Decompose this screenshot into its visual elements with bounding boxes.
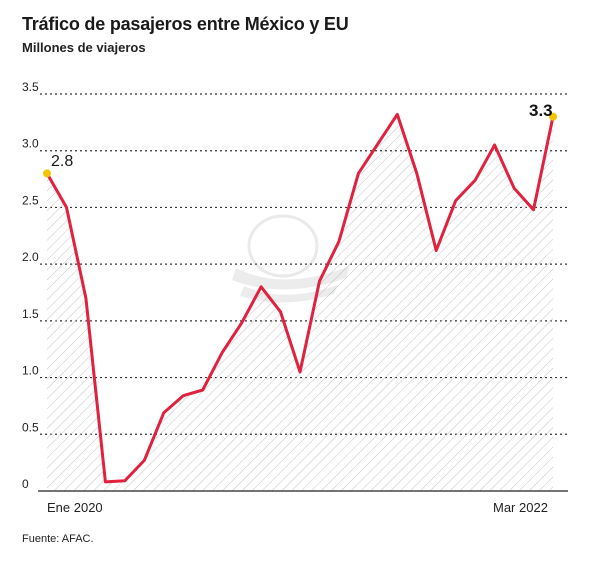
chart-title: Tráfico de pasajeros entre México y EU (22, 14, 349, 34)
x-tick-label-end: Mar 2022 (493, 500, 548, 515)
y-tick-label-7: 3.5 (22, 80, 39, 94)
y-tick-label-6: 3.0 (22, 137, 39, 151)
x-tick-label-start: Ene 2020 (47, 500, 103, 515)
series-layer (43, 112, 557, 484)
end-point-marker (549, 112, 557, 121)
start-point-marker (43, 169, 51, 178)
y-tick-label-3: 1.5 (22, 307, 39, 321)
y-tick-label-2: 1.0 (22, 364, 39, 378)
y-tick-label-0: 0 (22, 477, 29, 491)
series-line (45, 112, 555, 484)
y-axis-ticks: 0 0.5 1.0 1.5 2.0 2.5 3.0 3.5 (22, 80, 39, 491)
y-tick-label-1: 0.5 (22, 420, 39, 434)
area-layer (47, 114, 553, 492)
y-tick-label-5: 2.5 (22, 193, 39, 207)
start-value-label: 2.8 (51, 153, 73, 170)
y-tick-label-4: 2.0 (22, 250, 39, 264)
chart-subtitle: Millones de viajeros (22, 40, 146, 55)
area-fill (47, 114, 553, 492)
source-note: Fuente: AFAC. (22, 533, 94, 545)
end-value-label: 3.3 (529, 101, 553, 120)
